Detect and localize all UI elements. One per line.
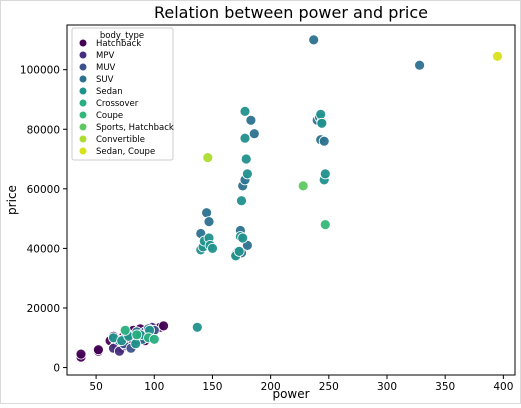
legend-label: MPV — [96, 51, 114, 61]
legend-title: body_type — [100, 31, 144, 41]
data-point — [236, 195, 247, 207]
data-points — [75, 34, 503, 363]
data-point — [297, 180, 309, 192]
legend-label: Hatchback — [96, 39, 141, 49]
data-point — [207, 242, 218, 254]
x-axis-ticks: 50 100 150 200 250 300 350 400 — [89, 375, 513, 393]
data-point — [492, 50, 503, 62]
legend-label: Sedan, Coupe — [96, 147, 155, 157]
data-point — [245, 114, 257, 126]
legend-label: Coupe — [96, 111, 123, 121]
y-tick-label: 80000 — [27, 124, 60, 136]
legend-marker — [79, 147, 87, 155]
x-tick-label: 400 — [493, 381, 513, 393]
legend-marker — [79, 135, 87, 143]
data-point — [202, 152, 214, 164]
data-point — [414, 59, 426, 71]
data-point — [158, 320, 170, 332]
data-point — [203, 216, 215, 228]
y-axis-ticks: 0 20000 40000 60000 80000 100000 — [20, 65, 67, 375]
legend-label: Crossover — [96, 99, 139, 109]
legend-marker — [79, 123, 87, 131]
legend-label: MUV — [96, 63, 116, 73]
y-tick-label: 0 — [53, 363, 60, 375]
x-tick-label: 350 — [435, 381, 455, 393]
data-point — [248, 128, 260, 140]
legend-marker — [79, 51, 87, 59]
legend-marker — [79, 111, 87, 119]
data-point — [93, 344, 104, 356]
x-tick-label: 200 — [261, 381, 281, 393]
data-point — [316, 117, 328, 129]
data-point — [75, 348, 87, 360]
data-point — [191, 321, 203, 333]
legend-marker — [79, 39, 87, 47]
chart-title: Relation between power and price — [154, 3, 428, 22]
x-tick-label: 250 — [319, 381, 339, 393]
x-tick-label: 150 — [202, 381, 222, 393]
x-tick-label: 100 — [144, 381, 164, 393]
legend-label: SUV — [96, 75, 114, 85]
data-point — [319, 219, 331, 231]
legend-items: Hatchback MPV MUV SUV Sedan Crossover Coupe Spo… — [79, 39, 174, 157]
data-point — [239, 132, 251, 144]
legend-box — [71, 27, 174, 161]
y-tick-label: 40000 — [27, 243, 60, 255]
legend-label: Convertible — [96, 135, 145, 145]
legend-marker — [79, 99, 87, 107]
x-axis-label: power — [272, 387, 309, 401]
y-tick-label: 60000 — [27, 184, 60, 196]
y-tick-label: 20000 — [27, 303, 60, 315]
legend-label: Sports, Hatchback — [96, 123, 174, 133]
legend-marker — [79, 87, 87, 95]
y-axis-label: price — [5, 185, 19, 215]
data-point — [237, 232, 249, 244]
data-point — [241, 168, 253, 180]
data-point — [319, 168, 331, 180]
data-point — [119, 324, 131, 336]
legend-marker — [79, 75, 87, 83]
data-point — [308, 34, 320, 46]
data-point — [148, 333, 160, 345]
data-point — [318, 135, 330, 147]
x-tick-label: 300 — [377, 381, 397, 393]
y-tick-label: 100000 — [20, 65, 60, 77]
data-point — [240, 153, 252, 165]
legend-marker — [79, 63, 87, 71]
legend-label: Sedan — [96, 87, 123, 97]
data-point — [233, 245, 245, 257]
data-point — [131, 329, 143, 341]
data-point — [239, 106, 251, 117]
x-tick-label: 50 — [89, 381, 102, 393]
legend: body_type Hatchback MPV MUV SUV Sedan Crossov… — [71, 27, 174, 161]
